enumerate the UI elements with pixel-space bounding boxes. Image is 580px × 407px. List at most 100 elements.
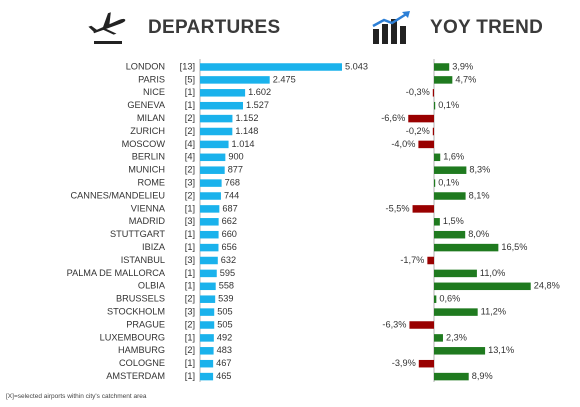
- departures-value-label: 1.014: [232, 139, 255, 149]
- departures-value-label: 595: [220, 268, 235, 278]
- yoy-value-label: 1,6%: [443, 152, 464, 162]
- category-label: PALMA DE MALLORCA: [67, 268, 166, 278]
- category-label: VIENNA: [131, 203, 166, 213]
- airport-count-label: [5]: [185, 74, 195, 84]
- yoy-bar: [434, 347, 486, 355]
- yoy-bar: [434, 230, 466, 239]
- departures-bar: [200, 166, 225, 174]
- yoy-bar: [434, 334, 443, 342]
- departures-header: DEPARTURES: [88, 8, 281, 48]
- yoy-value-label: -0,2%: [406, 126, 430, 136]
- category-label: MADRID: [129, 216, 166, 226]
- category-label: PRAGUE: [126, 319, 165, 329]
- airport-count-label: [2]: [185, 294, 195, 304]
- airport-count-label: [1]: [185, 87, 195, 97]
- yoy-value-label: 8,1%: [469, 190, 490, 200]
- category-label: LONDON: [126, 61, 165, 71]
- departures-bar: [200, 218, 219, 226]
- departures-title: DEPARTURES: [148, 17, 281, 38]
- airport-count-label: [2]: [185, 190, 195, 200]
- airport-count-label: [3]: [185, 307, 195, 317]
- category-label: ISTANBUL: [121, 255, 165, 265]
- departures-value-label: 465: [216, 371, 231, 381]
- yoy-bar: [427, 256, 434, 265]
- yoy-value-label: 8,0%: [468, 229, 489, 239]
- yoy-value-label: 13,1%: [488, 345, 514, 355]
- yoy-bar: [434, 101, 436, 110]
- category-label: LUXEMBOURG: [100, 332, 165, 342]
- departures-value-label: 1.152: [235, 113, 258, 123]
- plane-takeoff-icon: [88, 12, 126, 44]
- yoy-bar: [434, 269, 477, 278]
- departures-bar: [200, 230, 219, 239]
- departures-value-label: 900: [228, 152, 243, 162]
- departures-value-label: 467: [216, 358, 231, 368]
- airport-count-label: [1]: [185, 281, 195, 291]
- departures-bar: [200, 192, 221, 200]
- category-label: CANNES/MANDELIEU: [71, 190, 165, 200]
- departures-bar: [200, 140, 229, 149]
- yoy-bar: [409, 321, 434, 329]
- airport-count-label: [4]: [185, 139, 195, 149]
- departures-bar: [200, 269, 217, 278]
- airport-count-label: [1]: [185, 268, 195, 278]
- departures-bar: [200, 205, 220, 213]
- departures-value-label: 5.043: [345, 61, 368, 71]
- airport-count-label: [3]: [185, 216, 195, 226]
- yoy-bar: [432, 127, 434, 136]
- departures-bar: [200, 334, 214, 342]
- departures-bar: [200, 347, 214, 355]
- yoy-value-label: 4,7%: [455, 74, 476, 84]
- airport-count-label: [1]: [185, 100, 195, 110]
- yoy-value-label: 16,5%: [501, 242, 527, 252]
- departures-bar: [200, 127, 233, 136]
- yoy-bar: [434, 76, 453, 84]
- departures-value-label: 539: [218, 294, 233, 304]
- departures-value-label: 492: [217, 332, 232, 342]
- airport-count-label: [2]: [185, 113, 195, 123]
- yoy-value-label: -3,9%: [392, 358, 416, 368]
- yoy-bar: [434, 63, 450, 71]
- yoy-bar: [434, 218, 440, 226]
- yoy-value-label: 24,8%: [534, 281, 560, 291]
- departures-bar: [200, 243, 219, 252]
- departures-value-label: 483: [217, 345, 232, 355]
- yoy-value-label: -0,3%: [406, 87, 430, 97]
- departures-bar: [200, 101, 243, 110]
- category-label: BRUSSELS: [116, 294, 165, 304]
- departures-value-label: 1.148: [235, 126, 258, 136]
- category-label: IBIZA: [142, 242, 166, 252]
- yoy-value-label: 0,1%: [438, 178, 459, 188]
- yoy-value-label: 0,1%: [438, 100, 459, 110]
- yoy-bar: [434, 179, 436, 187]
- category-label: MILAN: [137, 113, 165, 123]
- yoy-value-label: -6,3%: [382, 319, 406, 329]
- category-label: PARIS: [138, 74, 165, 84]
- departures-bar: [200, 179, 222, 187]
- departures-bar: [200, 372, 214, 381]
- airport-count-label: [2]: [185, 165, 195, 175]
- yoy-bar: [434, 192, 466, 200]
- yoy-bar: [434, 308, 478, 316]
- airport-count-label: [4]: [185, 152, 195, 162]
- category-label: STOCKHOLM: [107, 307, 165, 317]
- yoy-value-label: 1,5%: [443, 216, 464, 226]
- yoy-value-label: -1,7%: [400, 255, 424, 265]
- yoy-bar: [408, 114, 434, 123]
- yoy-value-label: 11,2%: [481, 307, 506, 317]
- departures-value-label: 1.527: [246, 100, 269, 110]
- departures-bar: [200, 308, 215, 316]
- departures-yoy-chart: LONDON [13] 5.043 3,9% PARIS [5] 2.475 4,7% NICE…: [67, 59, 560, 382]
- yoy-bar: [412, 205, 434, 213]
- departures-value-label: 505: [217, 307, 232, 317]
- yoy-value-label: -4,0%: [391, 139, 415, 149]
- yoy-value-label: -6,6%: [381, 113, 405, 123]
- airport-count-label: [2]: [185, 319, 195, 329]
- airport-count-label: [2]: [185, 126, 195, 136]
- yoy-bar: [418, 140, 434, 149]
- departures-bar: [200, 114, 233, 123]
- departures-value-label: 505: [217, 319, 232, 329]
- category-label: NICE: [143, 87, 165, 97]
- category-label: ZURICH: [130, 126, 165, 136]
- yoy-bar: [434, 166, 467, 174]
